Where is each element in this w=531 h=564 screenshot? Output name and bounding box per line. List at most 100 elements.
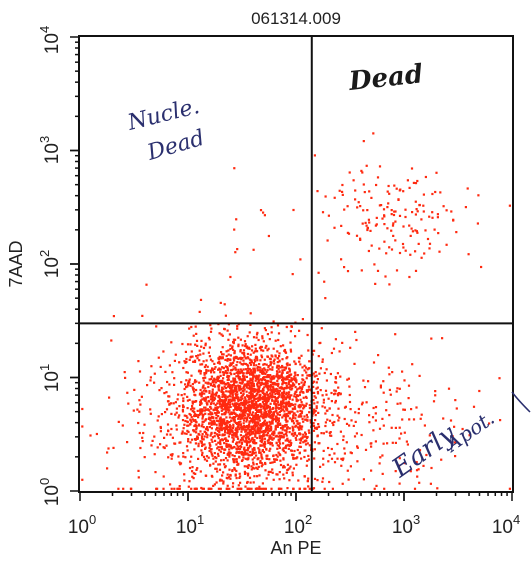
svg-text:102: 102 [284,512,312,538]
data-point [341,341,344,344]
data-point [199,440,202,443]
data-point [253,447,256,450]
data-point [371,416,375,419]
data-point [273,460,276,463]
data-point [245,417,248,420]
data-point [394,239,397,242]
data-point [217,388,220,391]
data-point [315,427,318,430]
data-point [180,381,183,384]
data-point [316,386,319,389]
data-point [220,399,223,403]
data-point [239,356,242,359]
data-point [319,389,322,392]
data-point [340,464,343,467]
data-point [235,460,238,464]
data-point [305,396,308,399]
data-point [431,216,434,219]
data-point [239,448,242,451]
data-point [362,209,365,212]
data-point [251,458,254,461]
data-point [289,394,292,397]
data-point [237,424,240,427]
data-point [285,429,288,432]
data-point [303,380,306,383]
data-point [194,487,197,490]
data-point [342,438,345,442]
data-point [201,444,204,447]
data-point [313,375,316,378]
data-point [288,427,291,430]
data-point [204,342,207,345]
data-point [381,472,384,475]
data-point [250,386,253,389]
data-point [219,379,223,382]
data-point [252,424,256,427]
data-point [299,413,302,416]
data-point [316,378,319,381]
data-point [210,423,213,426]
data-point [268,338,271,341]
data-point [165,408,169,411]
data-point [285,386,289,389]
data-point [402,408,405,411]
data-point [261,423,265,426]
data-point [411,363,414,366]
data-point [252,414,256,417]
data-point [264,399,268,402]
data-point [261,391,265,395]
data-point [266,349,269,352]
data-point [325,379,328,382]
data-point [243,375,246,378]
data-point [237,336,240,339]
data-point [303,382,306,385]
data-point [336,442,339,446]
data-point [240,430,243,433]
data-point [372,132,375,135]
data-point [224,404,227,407]
data-point [398,426,401,429]
data-point [220,445,223,449]
data-point [259,383,262,387]
data-point [191,409,194,412]
data-point [228,448,231,451]
data-point [243,355,246,358]
data-point [374,440,377,443]
data-point [269,423,272,426]
data-point [249,406,252,409]
data-point [228,432,231,435]
data-point [122,487,125,490]
data-point [142,431,145,435]
data-point [209,324,212,327]
data-point [209,444,212,447]
data-point [243,340,247,343]
data-point [265,380,268,383]
data-point [284,397,287,400]
data-point [232,425,235,428]
data-point [303,406,306,409]
data-point [204,418,207,421]
data-point [259,415,262,418]
data-point [267,366,270,369]
data-point [370,196,373,199]
data-point [281,358,284,361]
data-point [241,404,244,407]
data-point [314,371,317,374]
data-point [387,184,390,188]
data-point [289,443,292,446]
data-point [298,393,301,397]
data-point [290,325,293,328]
data-point [222,480,225,483]
data-point [198,413,201,417]
data-point [209,448,212,451]
data-point [346,378,349,381]
data-point [106,467,109,470]
data-point [163,392,166,395]
data-point [236,372,240,375]
data-point [199,408,202,411]
data-point [181,409,184,412]
data-point [276,379,279,382]
data-point [230,399,233,402]
data-point [221,379,224,382]
data-point [420,218,423,221]
